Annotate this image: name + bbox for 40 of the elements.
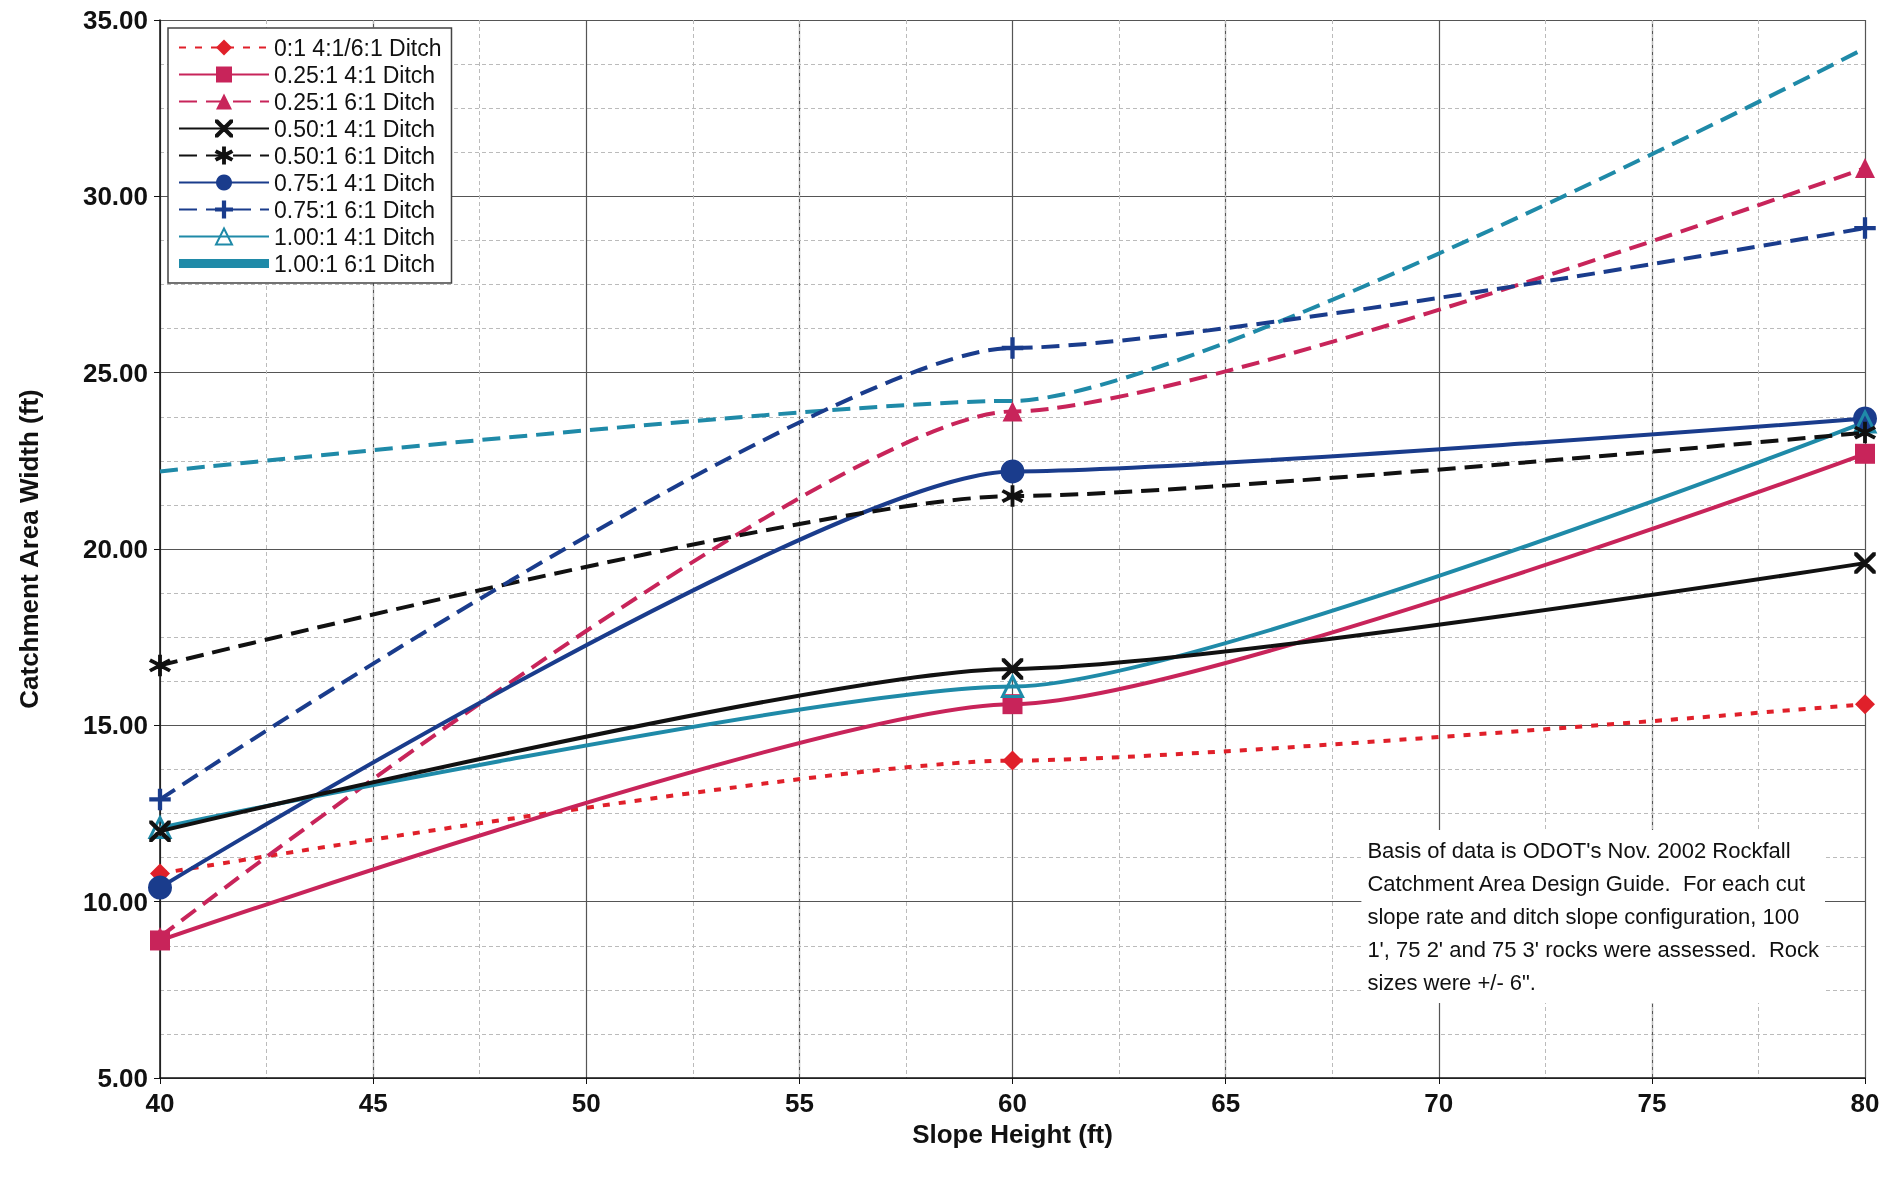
y-tick-label: 15.00 [82,710,148,741]
x-tick-label: 75 [1637,1088,1667,1118]
legend-label: 1.00:1 6:1 Ditch [274,250,436,277]
x-tick-label: 70 [1424,1088,1454,1118]
x-tick-label: 55 [784,1088,814,1118]
point [1855,694,1875,715]
y-tick-label: 5.00 [97,1063,148,1093]
legend-label: 0.75:1 4:1 Ditch [274,169,436,196]
point [1001,337,1024,359]
point [1000,459,1025,484]
point [149,654,171,677]
y-tick-label: 10.00 [82,886,148,917]
legend-label: 0.50:1 6:1 Ditch [274,142,436,169]
point [1002,750,1023,771]
x-tick-label: 40 [145,1088,175,1118]
y-tick-label: 20.00 [82,534,148,564]
point [1001,485,1024,507]
legend-label: 0.75:1 6:1 Ditch [274,196,436,223]
annotation: Basis of data is ODOT's Nov. 2002 Rockfall Catchment Area Design Guide. For each cut slope rate and ditch slope configuration, 100 1', 75 2' and 75 3' rocks were assessed. Rock sizes were +/- 6". [1367,838,1820,995]
x-tick-label: 80 [1850,1088,1880,1118]
x-tick-label: 65 [1211,1088,1241,1118]
y-axis-title: Catchment Area Width (ft) [14,389,44,709]
x-tick-label: 45 [358,1088,388,1118]
legend-label: 0:1 4:1/6:1 Ditch [274,34,442,61]
legend-label: 0.25:1 6:1 Ditch [274,88,436,115]
point [1855,443,1875,464]
point [1854,421,1876,444]
y-tick-label: 25.00 [82,357,148,388]
point [1854,217,1876,239]
y-tick-label: 35.00 [82,5,148,35]
legend-label: 0.25:1 4:1 Ditch [274,61,436,88]
point [1001,675,1024,699]
legend-label: 0.50:1 4:1 Ditch [274,115,436,142]
point [149,788,171,811]
x-tick-label: 50 [571,1088,601,1118]
x-tick-label: 60 [998,1088,1027,1118]
y-tick-label: 30.00 [82,181,148,212]
x-axis-title: Slope Height (ft) [912,1118,1113,1149]
point [148,875,172,900]
legend-label: 1.00:1 4:1 Ditch [274,223,436,250]
